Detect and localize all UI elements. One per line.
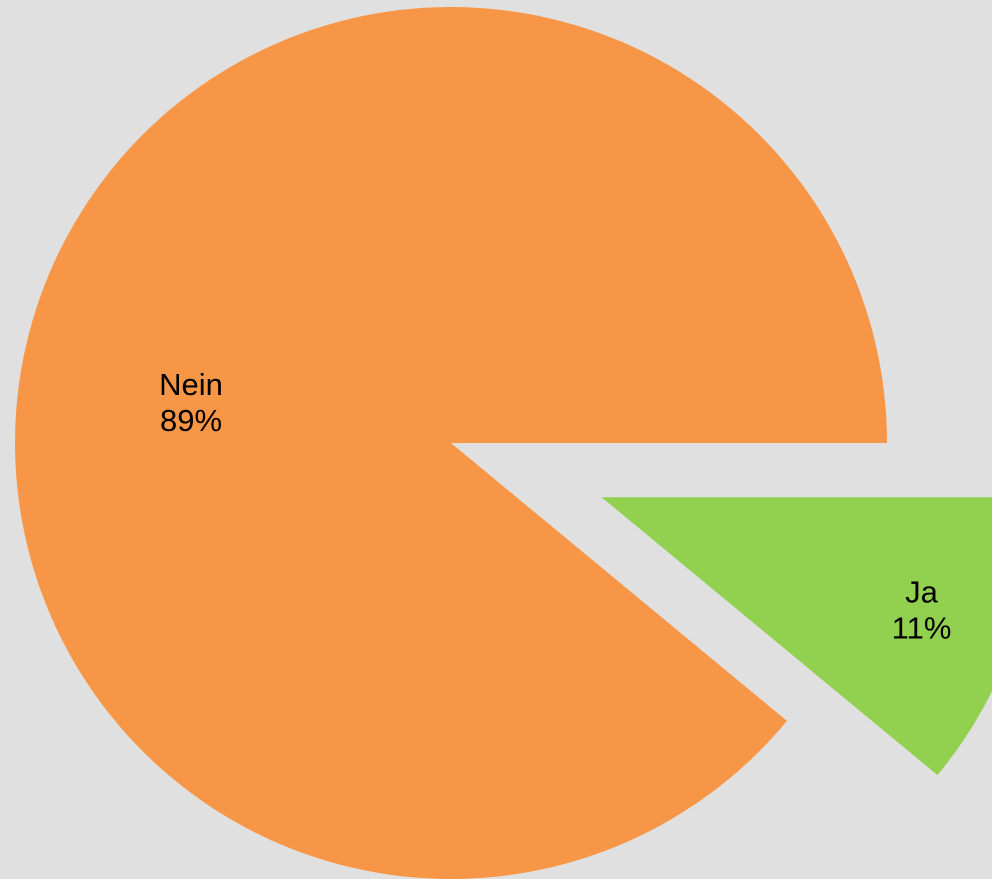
slice-label-nein: Nein: [159, 367, 223, 402]
pie-slice-ja: [601, 497, 992, 776]
slices-layer: [15, 7, 992, 879]
pie-slice-nein: [15, 7, 887, 879]
slice-percent-ja: 11%: [892, 610, 952, 645]
slice-percent-nein: 89%: [160, 403, 222, 438]
slice-label-ja: Ja: [905, 574, 939, 609]
